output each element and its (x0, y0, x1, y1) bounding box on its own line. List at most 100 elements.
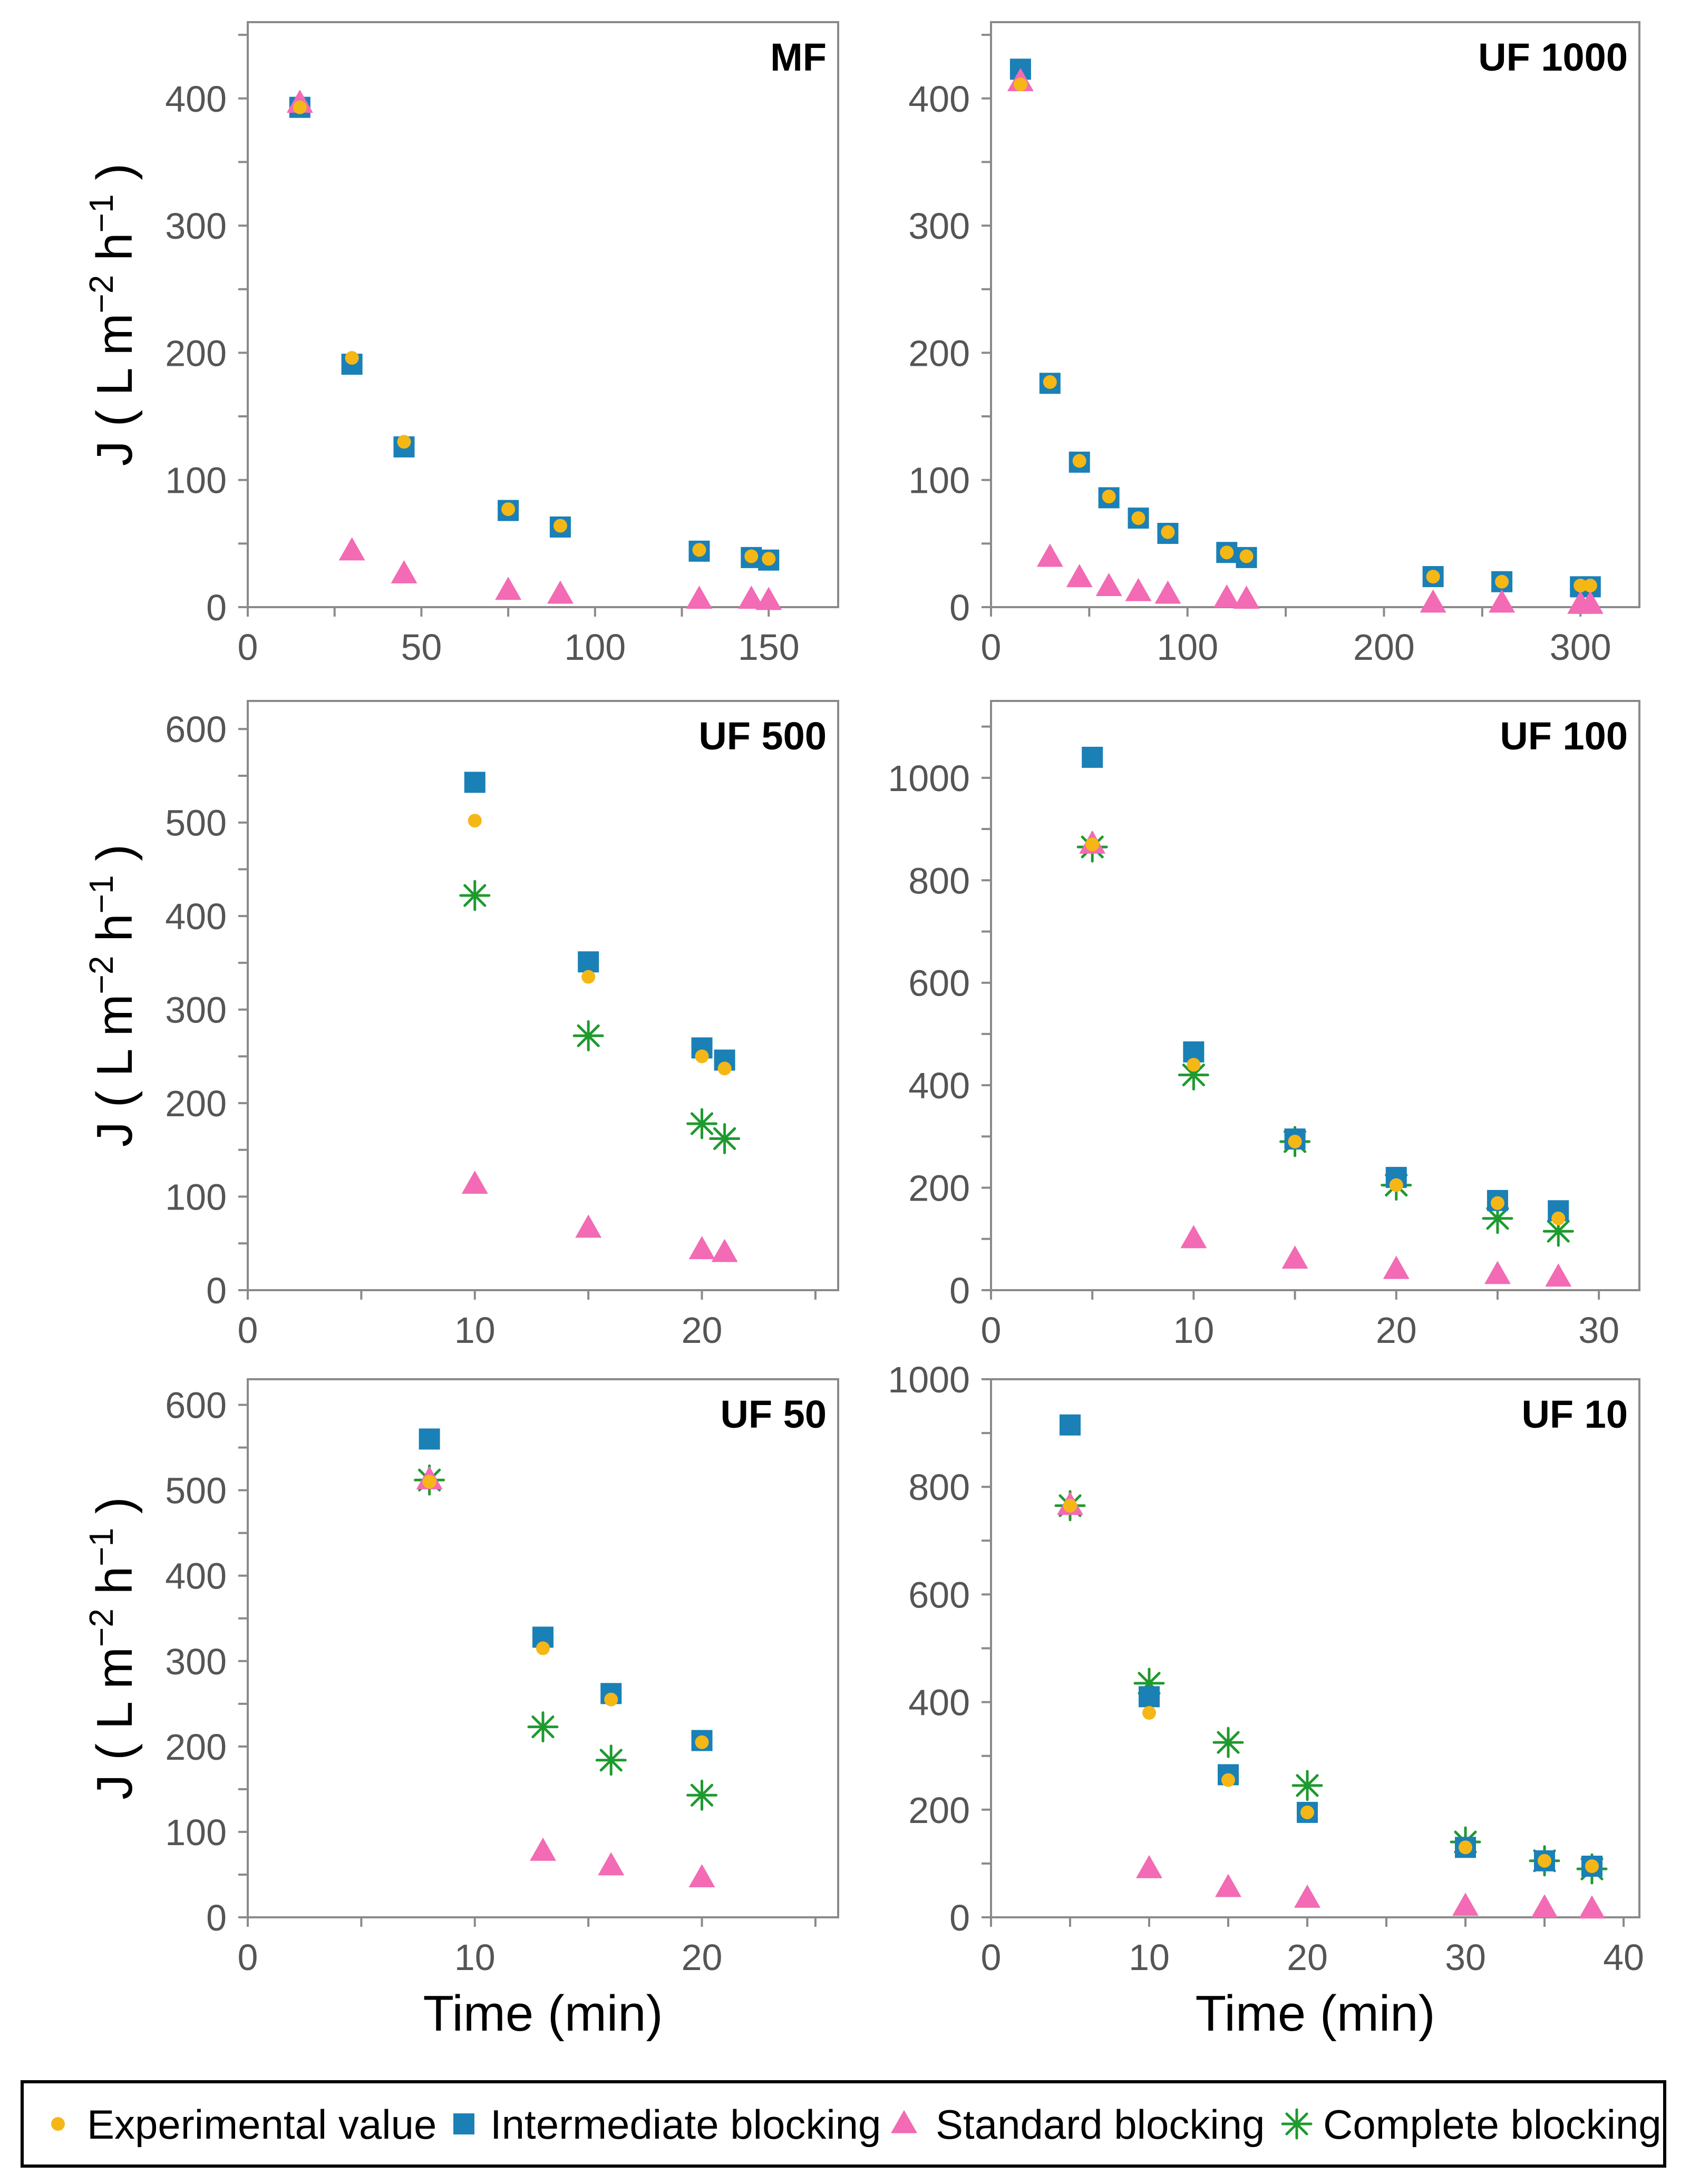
point-intermediate (578, 951, 599, 973)
y-tick-label: 400 (165, 79, 227, 120)
point-standard (1545, 1263, 1572, 1287)
panel-4: 0 100 200 300 400 500 600 0 10 20 UF 50 J ( L m−2 h… (82, 1378, 839, 2042)
y-tick-label: 300 (165, 1641, 227, 1682)
point-standard (1036, 543, 1063, 567)
panel-5: 0 200 400 600 800 1000 0 10 20 30 40 UF 10 Time (min… (888, 1359, 1644, 2042)
point-experimental (1490, 1196, 1504, 1210)
point-intermediate (419, 1428, 440, 1450)
y-tick-label: 200 (165, 1083, 227, 1124)
series-intermediate (464, 772, 735, 1071)
point-experimental (422, 1475, 436, 1489)
point-experimental (744, 549, 759, 563)
y-axis-label: J ( L m−2 h−1 ) (82, 844, 143, 1147)
point-standard (1577, 590, 1604, 614)
y-tick-label: 1000 (888, 758, 970, 799)
y-tick-label: 100 (165, 460, 227, 501)
point-standard (547, 580, 574, 604)
point-experimental (1389, 1178, 1403, 1192)
x-tick-label: 10 (454, 1310, 496, 1351)
point-standard (1215, 1874, 1241, 1897)
x-tick-label: 10 (1173, 1310, 1214, 1351)
point-standard (711, 1239, 738, 1262)
y-tick-label: 600 (908, 1574, 970, 1615)
legend-label-intermediate: Intermediate blocking (490, 2101, 881, 2148)
y-tick-label: 0 (206, 587, 227, 628)
x-tick-label: 100 (1157, 627, 1218, 668)
x-tick-label: 200 (1353, 627, 1415, 668)
point-experimental (1538, 1854, 1551, 1868)
point-experimental (1239, 549, 1254, 563)
point-standard (1420, 589, 1446, 613)
point-complete (459, 880, 491, 911)
panel-title: UF 50 (720, 1392, 827, 1436)
y-tick-label: 0 (949, 587, 970, 628)
point-experimental (1161, 525, 1175, 539)
point-standard (1452, 1893, 1479, 1916)
y-tick-label: 400 (165, 1556, 227, 1597)
point-experimental (717, 1061, 732, 1076)
y-axis-label: J ( L m−2 h−1 ) (82, 163, 143, 466)
plot-frame (247, 1378, 839, 1918)
x-tick-label: 0 (238, 627, 258, 668)
y-tick-label: 600 (908, 963, 970, 1004)
series-complete (414, 1464, 718, 1811)
point-experimental (468, 814, 482, 828)
point-standard (738, 586, 765, 609)
x-tick-label: 150 (738, 627, 800, 668)
y-tick-label: 0 (206, 1897, 227, 1938)
x-tick-label: 0 (238, 1937, 258, 1978)
point-complete (709, 1123, 741, 1155)
point-experimental (1085, 837, 1100, 852)
panel-title: UF 1000 (1478, 35, 1628, 79)
y-tick-label: 100 (165, 1812, 227, 1853)
point-experimental (692, 543, 706, 557)
point-experimental (1300, 1805, 1314, 1819)
point-standard (530, 1837, 556, 1861)
point-intermediate (1082, 746, 1103, 768)
point-experimental (345, 351, 359, 365)
point-standard (575, 1214, 602, 1238)
x-tick-label: 20 (1376, 1310, 1417, 1351)
legend-marker-intermediate (453, 2113, 474, 2134)
y-tick-label: 600 (165, 1385, 227, 1426)
point-complete (572, 1020, 604, 1051)
y-tick-label: 800 (908, 1467, 970, 1508)
x-tick-label: 20 (682, 1310, 723, 1351)
series-experimental (422, 1475, 709, 1749)
legend-item-complete: Complete blocking (1281, 2101, 1662, 2148)
y-tick-label: 400 (165, 896, 227, 937)
point-complete (686, 1108, 718, 1139)
x-tick-label: 20 (682, 1937, 723, 1978)
point-complete (595, 1744, 627, 1776)
point-experimental (1495, 574, 1509, 589)
point-standard (1489, 589, 1516, 613)
y-tick-label: 200 (165, 1727, 227, 1768)
point-standard (338, 537, 365, 561)
point-standard (391, 560, 417, 583)
panel-title: UF 100 (1500, 714, 1628, 758)
series-standard (461, 1171, 738, 1262)
point-complete (1291, 1770, 1323, 1801)
x-tick-label: 40 (1603, 1937, 1644, 1978)
legend-label-standard: Standard blocking (936, 2101, 1265, 2148)
point-experimental (1187, 1058, 1201, 1072)
series-complete (459, 880, 741, 1155)
x-tick-label: 100 (564, 627, 626, 668)
point-experimental (581, 970, 596, 984)
point-standard (755, 587, 782, 610)
y-tick-label: 100 (165, 1177, 227, 1218)
point-standard (1213, 584, 1240, 608)
x-tick-label: 300 (1550, 627, 1611, 668)
point-experimental (293, 100, 307, 114)
point-intermediate (464, 772, 485, 793)
plot-frame (247, 700, 839, 1291)
y-tick-label: 100 (908, 460, 970, 501)
legend: Experimental value Intermediate blocking S… (21, 2080, 1666, 2168)
series-experimental (1063, 1498, 1599, 1874)
y-tick-label: 0 (206, 1270, 227, 1311)
plot-frame (990, 21, 1640, 608)
point-experimental (1288, 1135, 1302, 1149)
point-experimental (1063, 1498, 1077, 1513)
point-standard (1531, 1894, 1558, 1918)
legend-label-complete: Complete blocking (1323, 2101, 1662, 2148)
